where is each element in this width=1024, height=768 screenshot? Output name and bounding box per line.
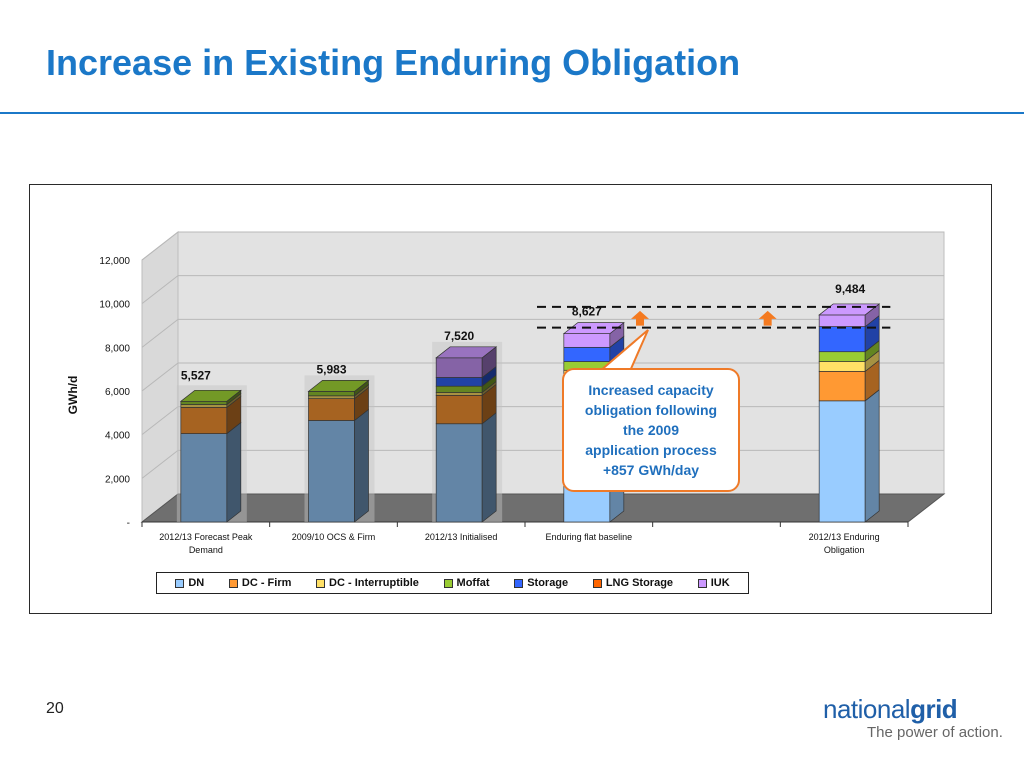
x-tick-label: Obligation — [824, 545, 865, 555]
legend-label: DC - Firm — [241, 577, 292, 589]
legend-label: Storage — [527, 577, 569, 589]
legend-swatch — [697, 578, 707, 588]
bar-segment-side — [226, 421, 242, 523]
national-grid-logo: nationalgrid The power of action. — [823, 694, 1003, 744]
bar-top — [179, 389, 242, 402]
logo-wordmark-light: national — [823, 694, 911, 724]
bar-total-label: 7,520 — [444, 329, 474, 343]
bar-segment — [435, 377, 483, 387]
bar-segment — [818, 326, 866, 353]
y-gridline-side — [141, 362, 179, 392]
y-tick-label: 4,000 — [105, 431, 130, 442]
legend-label: LNG Storage — [605, 577, 674, 589]
legend-item: DC - Firm — [228, 577, 292, 589]
slide-title: Increase in Existing Enduring Obligation — [46, 42, 741, 83]
x-tick-label: 2012/13 Enduring — [809, 532, 880, 542]
x-tick-label: 2009/10 OCS & Firm — [292, 532, 376, 542]
legend-swatch — [592, 578, 602, 588]
callout-text: Increased capacity obligation following … — [584, 382, 718, 478]
increase-arrow — [758, 310, 777, 326]
bar-segment — [180, 404, 228, 408]
y-tick-label: 12,000 — [99, 256, 130, 267]
bar-segment — [308, 395, 355, 399]
bar-segment — [308, 398, 355, 421]
legend-label: IUK — [710, 577, 730, 589]
bar-top — [307, 380, 370, 392]
chart-legend: DN DC - Firm DC - Interruptible Moffat Stora… — [156, 572, 749, 594]
bar-segment — [308, 391, 355, 397]
bar-segment — [563, 346, 611, 362]
chart-frame: - 2,000 4,000 6,000 8,000 10,000 12,000 GWh/d 5,… — [29, 184, 992, 614]
legend-swatch — [228, 578, 238, 588]
bar-segment — [180, 407, 228, 434]
bar-total-label: 8,627 — [572, 305, 602, 319]
legend-item: DC - Interruptible — [316, 577, 419, 589]
bar-segment — [818, 314, 866, 327]
x-tick-label: Enduring flat baseline — [546, 532, 633, 542]
title-divider — [0, 112, 1024, 114]
bar-segment — [435, 357, 483, 378]
x-tick-label: 2012/13 Forecast Peak — [159, 532, 253, 542]
bar-segment — [180, 400, 228, 405]
legend-swatch — [316, 578, 326, 588]
y-tick-label: 6,000 — [105, 387, 130, 398]
x-tick-label: Demand — [189, 545, 223, 555]
logo-wordmark-bold: grid — [910, 694, 958, 724]
legend-item: LNG Storage — [592, 577, 674, 589]
bar-segment — [818, 400, 866, 523]
bar-segment-side — [864, 389, 880, 523]
page-number: 20 — [46, 700, 64, 717]
bar-segment-side — [481, 412, 497, 523]
y-gridline-side — [141, 406, 179, 436]
bar-total-label: 9,484 — [835, 282, 865, 296]
bar-segment — [308, 420, 355, 523]
y-gridline-side — [141, 318, 179, 348]
y-tick-label: 2,000 — [105, 474, 130, 485]
y-gridline-side — [141, 231, 179, 261]
legend-label: DN — [188, 577, 205, 589]
y-gridline-side — [141, 449, 179, 479]
y-tick-label: 10,000 — [99, 300, 130, 311]
y-axis-title: GWh/d — [66, 376, 80, 415]
legend-swatch — [443, 578, 453, 588]
bar-segment — [818, 351, 866, 362]
bar-segment — [435, 392, 483, 396]
legend-item: Storage — [514, 577, 568, 589]
x-tick-label: 2012/13 Initialised — [425, 532, 498, 542]
logo-wordmark: nationalgrid — [823, 694, 958, 725]
bar-total-label: 5,983 — [316, 362, 346, 376]
legend-swatch — [175, 578, 185, 588]
bar-total-label: 5,527 — [181, 368, 211, 382]
bar-segment — [180, 433, 228, 523]
y-gridline-side — [141, 275, 179, 305]
bar-segment — [435, 395, 483, 425]
y-tick-label: - — [127, 518, 130, 529]
legend-label: Moffat — [456, 577, 490, 589]
bar-segment — [818, 361, 866, 372]
legend-item: DN — [175, 577, 204, 589]
stacked-bar-chart: - 2,000 4,000 6,000 8,000 10,000 12,000 GWh/d 5,… — [66, 230, 946, 555]
bar-segment-side — [354, 408, 369, 523]
legend-item: IUK — [697, 577, 730, 589]
legend-swatch — [514, 578, 524, 588]
bar-segment — [435, 423, 483, 523]
increase-arrow — [631, 310, 649, 326]
bar-top — [562, 322, 625, 334]
bar-segment — [563, 333, 611, 348]
logo-tagline: The power of action. — [867, 724, 1003, 741]
callout-box: Increased capacity obligation following … — [562, 368, 740, 492]
bar-segment — [435, 385, 483, 393]
bar-top — [435, 346, 498, 359]
y-tick-label: 8,000 — [105, 343, 130, 354]
legend-label: DC - Interruptible — [329, 577, 419, 589]
legend-item: Moffat — [443, 577, 490, 589]
bar-segment — [818, 371, 866, 402]
